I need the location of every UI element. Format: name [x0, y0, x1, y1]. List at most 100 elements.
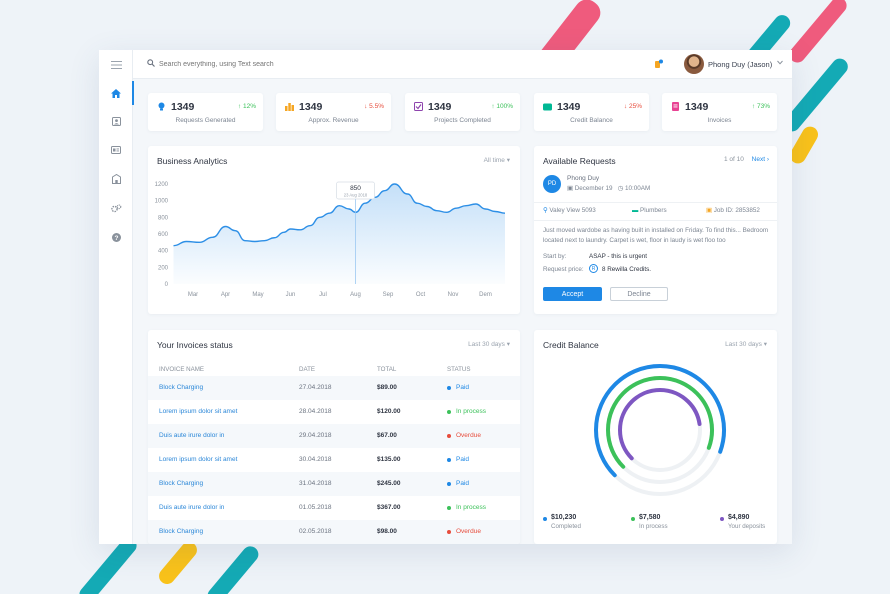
legend-label: In process	[639, 523, 668, 530]
pager-count: 1 of 10	[723, 156, 744, 163]
accept-button[interactable]: Accept	[543, 287, 602, 301]
stat-label: Credit Balance	[570, 117, 613, 124]
request-job-id: ▣ Job ID: 2853852	[706, 207, 760, 214]
bar-chart-icon	[285, 103, 294, 111]
invoice-date: 02.05.2018	[299, 528, 332, 535]
series-area	[173, 184, 505, 284]
decline-button[interactable]: Decline	[610, 287, 668, 301]
stat-card-revenue: 1349 ↓ 5.5% Approx. Revenue	[276, 93, 391, 131]
x-tick-label: Nov	[448, 292, 459, 298]
stat-card-invoices: 1349 ↑ 73% Invoices	[662, 93, 777, 131]
invoice-name-link[interactable]: Duis aute irure dolor in	[159, 504, 225, 511]
start-by-value: ASAP - this is urgent	[589, 253, 647, 260]
invoice-status: Overdue	[456, 432, 481, 439]
status-dot	[447, 410, 451, 414]
stat-label: Projects Completed	[434, 117, 491, 124]
invoices-card: Your Invoices status Last 30 days ▾ INVO…	[148, 330, 520, 544]
id-card-icon	[111, 146, 121, 154]
invoice-total: $135.00	[377, 456, 401, 463]
search-icon	[147, 59, 155, 67]
column-header-name: INVOICE NAME	[159, 366, 205, 373]
building-icon	[111, 174, 121, 184]
y-tick-label: 0	[165, 282, 169, 288]
sidebar-item-cards[interactable]	[99, 138, 133, 162]
invoice-total: $67.00	[377, 432, 397, 439]
legend-deposits: $4,890 Your deposits	[720, 514, 765, 530]
menu-button[interactable]	[99, 53, 133, 77]
invoice-date: 31.04.2018	[299, 480, 332, 487]
chevron-down-icon[interactable]	[777, 60, 783, 65]
card-title: Your Invoices status	[157, 340, 233, 350]
legend-in-process: $7,580 In process	[631, 514, 668, 530]
home-icon	[111, 88, 121, 98]
plumber-icon: ▬	[632, 207, 639, 214]
status-dot	[447, 386, 451, 390]
invoice-status: In process	[456, 504, 486, 511]
invoices-filter-dropdown[interactable]: Last 30 days ▾	[468, 341, 510, 348]
column-header-total: TOTAL	[377, 366, 397, 373]
stat-value: 1349	[685, 101, 709, 113]
invoice-date: 30.04.2018	[299, 456, 332, 463]
invoice-name-link[interactable]: Duis aute irure dolor in	[159, 432, 225, 439]
status-dot	[447, 458, 451, 462]
credit-filter-dropdown[interactable]: Last 30 days ▾	[725, 341, 767, 348]
invoice-date: 28.04.2018	[299, 408, 332, 415]
request-datetime: ▣ December 19 ◷ 10:00AM	[567, 185, 651, 192]
table-row[interactable]: Block Charging 02.05.2018 $98.00 Overdue	[148, 520, 520, 544]
invoice-name-link[interactable]: Block Charging	[159, 384, 204, 391]
invoice-name-link[interactable]: Block Charging	[159, 480, 204, 487]
invoice-name-link[interactable]: Block Charging	[159, 528, 204, 535]
credit-coin-icon: R	[589, 264, 598, 273]
notification-icon[interactable]	[654, 59, 663, 69]
table-row[interactable]: Block Charging 31.04.2018 $245.00 Paid	[148, 472, 520, 496]
legend-value: $4,890	[728, 514, 750, 521]
location-pin-icon: ⚲	[543, 207, 548, 214]
top-bar: Phong Duy (Jason)	[133, 50, 792, 79]
analytics-filter-dropdown[interactable]: All time ▾	[483, 157, 510, 164]
x-tick-label: Oct	[416, 292, 426, 298]
x-tick-label: Mar	[188, 292, 198, 298]
invoice-date: 27.04.2018	[299, 384, 332, 391]
stat-change: ↑ 100%	[491, 103, 513, 110]
series-line	[173, 183, 506, 247]
invoice-total: $98.00	[377, 528, 397, 535]
sidebar-item-buildings[interactable]	[99, 167, 133, 191]
search-input[interactable]	[159, 58, 459, 71]
table-row[interactable]: Lorem ipsum dolor sit amet 28.04.2018 $120…	[148, 400, 520, 424]
clock-icon: ◷	[617, 185, 624, 192]
x-tick-label: May	[252, 292, 263, 298]
decor-stripe-yellow-2	[155, 538, 201, 588]
lightbulb-icon	[158, 102, 165, 111]
legend-dot	[543, 517, 547, 521]
table-row[interactable]: Block Charging 27.04.2018 $89.00 Paid	[148, 376, 520, 400]
divider	[534, 202, 777, 203]
y-tick-label: 200	[158, 265, 169, 271]
invoice-name-link[interactable]: Lorem ipsum dolor sit amet	[159, 408, 238, 415]
next-button[interactable]: Next ›	[751, 156, 769, 163]
invoice-name-link[interactable]: Lorem ipsum dolor sit amet	[159, 456, 238, 463]
sidebar-item-help[interactable]: ?	[99, 225, 133, 249]
available-requests-card: Available Requests 1 of 10 Next › PD Pho…	[534, 146, 777, 314]
x-tick-label: Sep	[383, 292, 394, 298]
credit-ring-chart	[594, 364, 726, 496]
avatar[interactable]	[684, 54, 704, 74]
table-row[interactable]: Duis aute irure dolor in 01.05.2018 $367.0…	[148, 496, 520, 520]
ring-arc	[594, 364, 726, 496]
request-price-value: 8 Rewilla Credits.	[602, 266, 651, 273]
start-by-label: Start by:	[543, 253, 567, 260]
invoice-total: $120.00	[377, 408, 401, 415]
stat-change: ↓ 25%	[623, 103, 642, 110]
job-icon: ▣	[706, 207, 712, 214]
sidebar-item-profile[interactable]	[99, 109, 133, 133]
table-row[interactable]: Duis aute irure dolor in 29.04.2018 $67.00…	[148, 424, 520, 448]
tooltip-value: 850	[350, 185, 361, 192]
legend-completed: $10,230 Completed	[543, 514, 581, 530]
status-dot	[447, 482, 451, 486]
request-pager: 1 of 10 Next ›	[724, 156, 769, 163]
sidebar-item-settings[interactable]	[99, 196, 133, 220]
user-name[interactable]: Phong Duy (Jason)	[708, 60, 773, 69]
x-tick-label: Aug	[350, 292, 361, 298]
stat-card-requests: 1349 ↑ 12% Requests Generated	[148, 93, 263, 131]
table-row[interactable]: Lorem ipsum dolor sit amet 30.04.2018 $135…	[148, 448, 520, 472]
sidebar-item-home[interactable]	[99, 81, 134, 105]
